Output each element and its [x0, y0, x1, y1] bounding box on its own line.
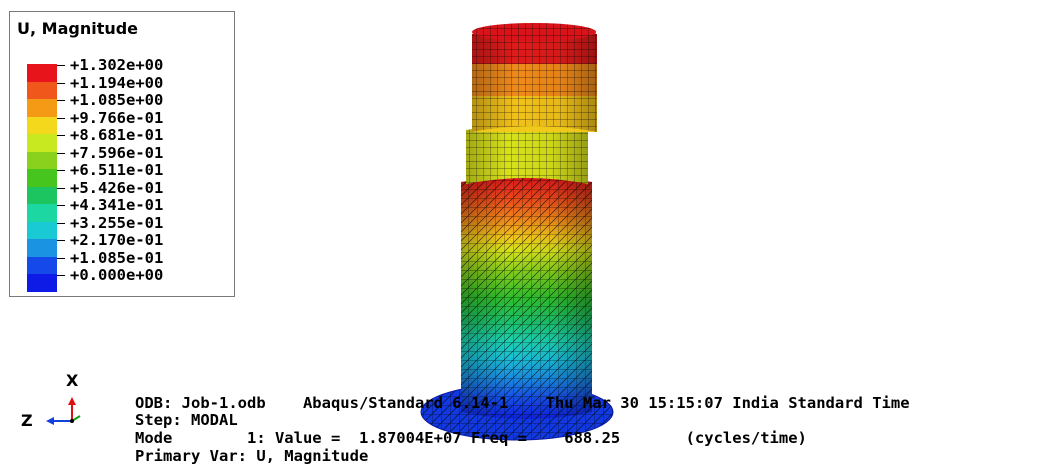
legend-tick — [57, 240, 65, 241]
legend-tick — [57, 135, 65, 136]
legend-tick — [57, 275, 65, 276]
legend-swatch — [27, 64, 57, 82]
legend-swatch — [27, 239, 57, 257]
legend-label: +6.511e-01 — [70, 161, 164, 179]
info-mode-line: Mode 1: Value = 1.87004E+07 Freq = 688.2… — [135, 429, 807, 447]
legend-swatch — [27, 204, 57, 222]
legend-tick — [57, 152, 65, 154]
legend-tick — [57, 257, 65, 259]
legend-label: +3.255e-01 — [70, 213, 164, 232]
legend-swatch — [27, 116, 57, 134]
legend-label: +9.766e-01 — [70, 108, 164, 127]
legend-swatch — [27, 134, 57, 152]
upper-shaft — [472, 23, 597, 132]
legend-swatch — [27, 274, 57, 292]
legend-swatch — [27, 186, 57, 204]
legend-title: U, Magnitude — [17, 19, 139, 38]
legend-tick — [57, 170, 65, 171]
middle-shaft — [466, 125, 588, 184]
view-triad — [46, 397, 81, 425]
legend-tick — [57, 187, 65, 189]
legend-label: +7.596e-01 — [70, 143, 164, 162]
legend-swatch — [27, 99, 57, 117]
legend-tick — [57, 222, 65, 224]
legend-tick — [57, 82, 65, 84]
legend-label: +1.085e+00 — [70, 91, 164, 109]
legend-tick — [57, 205, 65, 206]
legend-label: +5.426e-01 — [70, 178, 164, 197]
legend-label: +0.000e+00 — [70, 266, 164, 284]
legend-label: +8.681e-01 — [70, 126, 164, 144]
legend-label: +1.302e+00 — [70, 56, 164, 74]
legend-tick — [57, 65, 65, 66]
info-primary-var-line: Primary Var: U, Magnitude — [135, 447, 369, 465]
info-odb-line: ODB: Job-1.odb Abaqus/Standard 6.14-1 Th… — [135, 394, 910, 412]
legend-label: +1.085e-01 — [70, 248, 164, 267]
legend-label: +2.170e-01 — [70, 231, 164, 249]
legend-swatch — [27, 81, 57, 99]
triad-z-label: Z — [21, 411, 33, 430]
legend-tick — [57, 117, 65, 119]
legend-swatch — [27, 169, 57, 187]
legend-label: +4.341e-01 — [70, 196, 164, 214]
legend-tick — [57, 100, 65, 101]
lower-shaft — [461, 176, 592, 419]
legend-swatch — [27, 256, 57, 274]
legend-swatch — [27, 221, 57, 239]
info-step-line: Step: MODAL — [135, 411, 238, 429]
legend-label: +1.194e+00 — [70, 73, 164, 92]
triad-x-label: X — [66, 371, 79, 390]
legend-swatch — [27, 151, 57, 169]
